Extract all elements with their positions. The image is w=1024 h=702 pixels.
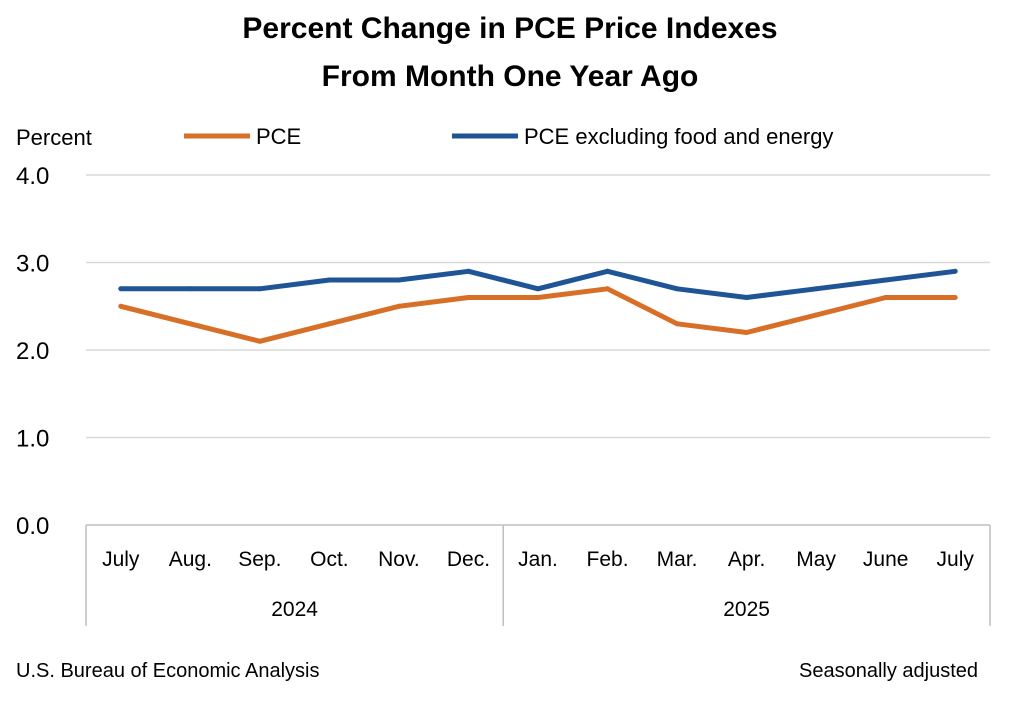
data-point (118, 303, 124, 309)
y-tick-label: 1.0 (16, 426, 49, 453)
x-tick-label: Nov. (378, 548, 420, 571)
legend: PCE PCE excluding food and energy (184, 124, 833, 149)
data-point (605, 268, 611, 274)
data-point (605, 286, 611, 292)
x-tick-label: June (863, 548, 909, 571)
data-point (118, 286, 124, 292)
data-point (883, 295, 889, 300)
data-point (674, 286, 680, 292)
series-lines (118, 268, 958, 344)
y-tick-label: 0.0 (16, 513, 49, 540)
data-point (257, 338, 263, 344)
data-point (187, 321, 193, 327)
source-note: U.S. Bureau of Economic Analysis (16, 660, 319, 682)
y-tick-label: 2.0 (16, 338, 49, 365)
data-point (465, 295, 471, 300)
legend-label: PCE excluding food and energy (524, 124, 833, 149)
x-tick-label: Dec. (447, 548, 490, 571)
y-axis-ticks: 0.0 1.0 2.0 3.0 4.0 (16, 163, 49, 540)
data-point (813, 312, 819, 318)
data-point (813, 286, 819, 292)
series-line-core-pce (120, 268, 956, 300)
legend-label: PCE (256, 124, 301, 149)
year-label: 2024 (271, 598, 318, 621)
data-point (396, 277, 402, 283)
x-tick-label: Apr. (728, 548, 765, 571)
data-point (187, 286, 193, 292)
chart-title-line-1: Percent Change in PCE Price Indexes (242, 12, 777, 45)
data-point (674, 321, 680, 327)
y-axis-label: Percent (16, 125, 92, 150)
data-point (465, 268, 471, 274)
year-label: 2025 (723, 598, 770, 621)
data-point (396, 303, 402, 309)
data-point (952, 295, 958, 300)
x-tick-label: Oct. (310, 548, 349, 571)
data-point (326, 277, 332, 283)
chart-title-line-2: From Month One Year Ago (322, 60, 699, 93)
data-point (257, 286, 263, 292)
gridlines (86, 174, 990, 439)
x-tick-label: July (937, 548, 975, 571)
data-point (744, 330, 750, 335)
data-point (326, 321, 332, 327)
x-tick-label: Feb. (587, 548, 629, 571)
data-point (952, 268, 958, 274)
x-tick-label: May (796, 548, 836, 571)
x-tick-label: Sep. (238, 548, 281, 571)
x-axis: July Aug. Sep. Oct. Nov. Dec. Jan. Feb. Mar. Apr.… (85, 524, 991, 626)
seasonal-note: Seasonally adjusted (799, 660, 978, 682)
y-tick-label: 4.0 (16, 163, 49, 190)
data-point (535, 286, 541, 292)
x-tick-label: Jan. (518, 548, 558, 571)
x-tick-label: Mar. (657, 548, 698, 571)
y-tick-label: 3.0 (16, 251, 49, 278)
data-point (883, 277, 889, 283)
data-point (744, 295, 750, 300)
data-point (535, 295, 541, 300)
x-tick-label: Aug. (169, 548, 212, 571)
x-tick-label: July (102, 548, 140, 571)
